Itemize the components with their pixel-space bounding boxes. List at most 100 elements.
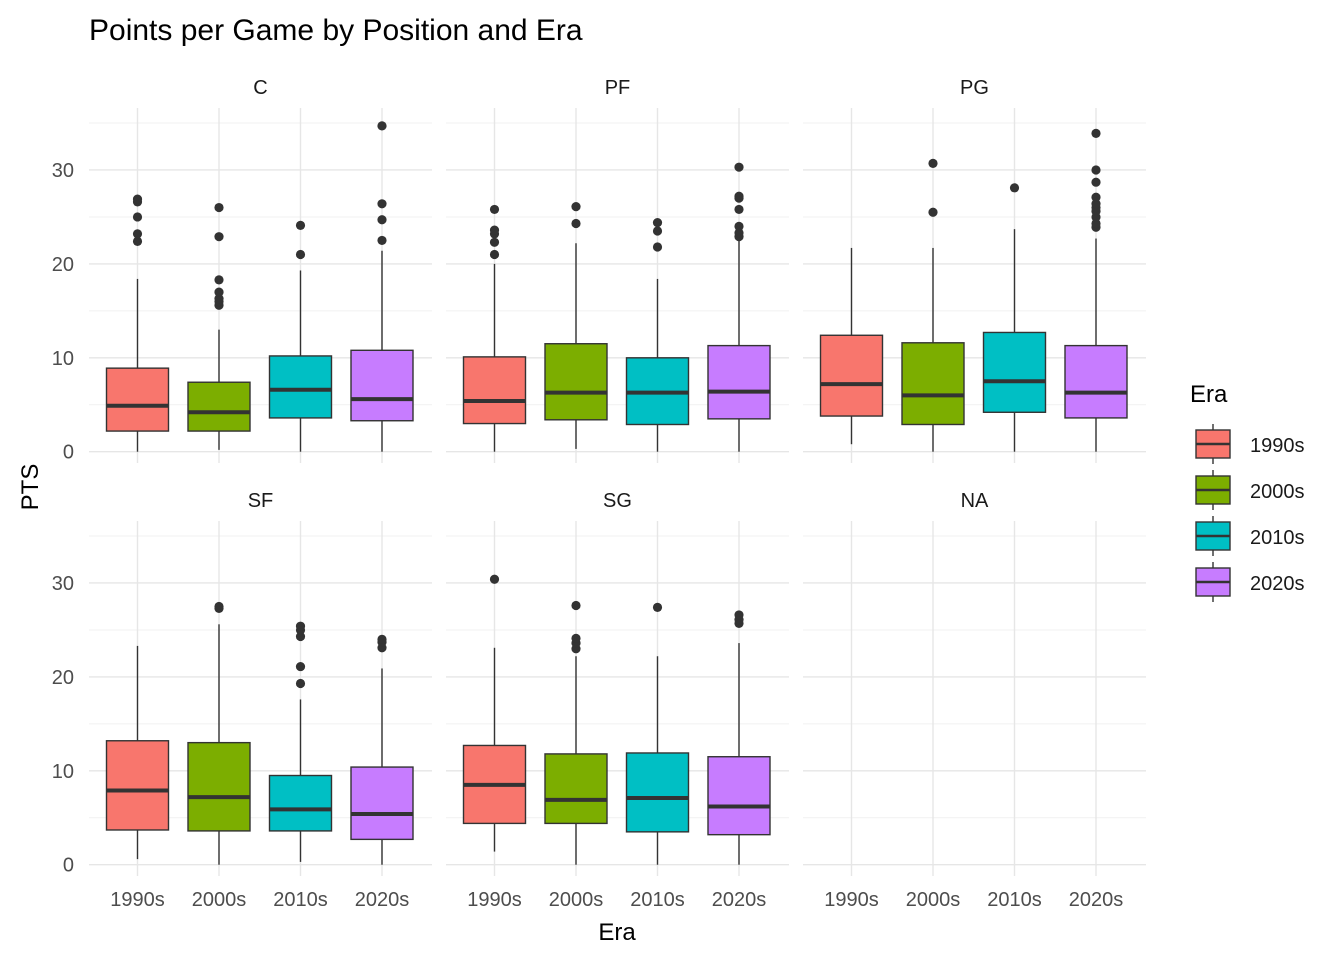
box-sg-2020s — [707, 610, 771, 865]
iqr-box — [901, 342, 965, 426]
outlier-point — [214, 202, 224, 213]
iqr-box — [707, 756, 771, 836]
box-sf-2010s — [268, 621, 333, 862]
x-tick-label: 2020s — [1069, 889, 1124, 911]
y-tick-label: 20 — [52, 254, 74, 276]
outlier-point — [295, 631, 306, 642]
outlier-point — [1091, 128, 1101, 138]
iqr-box — [544, 343, 608, 421]
outlier-point — [132, 236, 143, 246]
x-tick-label: 2000s — [906, 889, 961, 911]
outlier-point — [489, 237, 500, 247]
iqr-box — [1064, 344, 1128, 419]
outlier-point — [571, 600, 581, 611]
outlier-point — [1091, 165, 1101, 175]
iqr-box — [105, 740, 170, 831]
y-tick-label: 0 — [63, 855, 74, 877]
outlier-point — [295, 621, 306, 631]
outlier-point — [734, 610, 744, 620]
box-sg-2010s — [625, 602, 690, 865]
legend-label: 1990s — [1250, 435, 1305, 457]
outlier-point — [928, 207, 938, 217]
box-c-2000s — [187, 202, 251, 450]
y-axis-title: PTS — [17, 464, 44, 511]
x-tick-label: 1990s — [467, 889, 522, 911]
outlier-point — [377, 215, 387, 225]
box-pg-2010s — [982, 183, 1047, 452]
panel-strip-label: PF — [605, 77, 631, 99]
outlier-point — [652, 217, 663, 228]
legend-label: 2000s — [1250, 481, 1305, 503]
panel-strip-label: SF — [248, 490, 274, 512]
outlier-point — [571, 218, 581, 229]
x-tick-label: 2020s — [355, 889, 410, 911]
outlier-point — [652, 242, 663, 252]
iqr-box — [187, 381, 251, 432]
outlier-point — [214, 287, 224, 297]
panel-pg: PG — [803, 77, 1146, 463]
panel-strip-label: PG — [960, 77, 989, 99]
chart-title: Points per Game by Position and Era — [89, 14, 583, 47]
iqr-box — [268, 774, 333, 832]
legend: Era 1990s 2000s 2010s 2020s — [1190, 381, 1305, 602]
box-pf-2020s — [707, 162, 771, 452]
outlier-point — [132, 212, 143, 222]
legend-item-2020s: 2020s — [1195, 562, 1305, 602]
box-sg-2000s — [544, 600, 608, 865]
iqr-box — [350, 766, 414, 841]
box-pf-2010s — [625, 217, 690, 452]
outlier-point — [295, 661, 306, 672]
box-pg-2020s — [1064, 128, 1128, 452]
outlier-point — [377, 235, 387, 246]
panel-strip-label: C — [253, 77, 267, 99]
outlier-point — [214, 294, 224, 304]
outlier-point — [489, 225, 500, 235]
box-pf-2000s — [544, 202, 608, 449]
x-tick-label: 2000s — [549, 889, 604, 911]
iqr-box — [819, 334, 884, 417]
x-tick-label: 2020s — [712, 889, 767, 911]
iqr-box — [350, 349, 414, 422]
outlier-point — [132, 229, 143, 239]
box-pg-2000s — [901, 158, 965, 452]
y-tick-label: 0 — [63, 442, 74, 464]
x-tick-label: 2010s — [273, 889, 328, 911]
outlier-point — [489, 574, 500, 584]
legend-label: 2010s — [1250, 527, 1305, 549]
outlier-point — [652, 226, 663, 236]
outlier-point — [734, 191, 744, 201]
x-tick-label: 1990s — [824, 889, 879, 911]
outlier-point — [377, 199, 387, 209]
outlier-point — [214, 275, 224, 285]
y-tick-label: 10 — [52, 348, 74, 370]
iqr-box — [268, 355, 333, 419]
outlier-point — [214, 232, 224, 242]
outlier-point — [1091, 199, 1101, 209]
box-sf-1990s — [105, 645, 170, 860]
legend-item-2000s: 2000s — [1195, 470, 1305, 510]
y-tick-label: 10 — [52, 761, 74, 783]
panel-sf: SF 0 10 20 30 1990s 2000s 2010s 2020s — [52, 490, 432, 911]
iqr-box — [544, 753, 608, 825]
y-tick-label: 30 — [52, 160, 74, 182]
panel-strip-label: SG — [603, 490, 632, 512]
outlier-point — [489, 204, 500, 215]
box-c-2010s — [268, 220, 333, 452]
x-tick-label: 1990s — [110, 889, 165, 911]
legend-item-2010s: 2010s — [1195, 516, 1305, 556]
iqr-box — [982, 331, 1047, 413]
outlier-point — [295, 678, 306, 689]
box-pf-1990s — [462, 204, 527, 452]
outlier-point — [377, 121, 387, 131]
panel-pf: PF — [446, 77, 789, 463]
box-sf-2020s — [350, 634, 414, 865]
panel-strip-label: NA — [961, 490, 989, 512]
panel-sg: SG 1990s 2000s 2010s 2020s — [446, 490, 789, 911]
outlier-point — [652, 602, 663, 613]
y-tick-label: 30 — [52, 573, 74, 595]
panel-na: NA 1990s 2000s 2010s 2020s — [803, 490, 1146, 911]
iqr-box — [187, 741, 251, 832]
outlier-point — [214, 601, 224, 612]
box-c-1990s — [105, 194, 170, 452]
outlier-point — [571, 202, 581, 212]
